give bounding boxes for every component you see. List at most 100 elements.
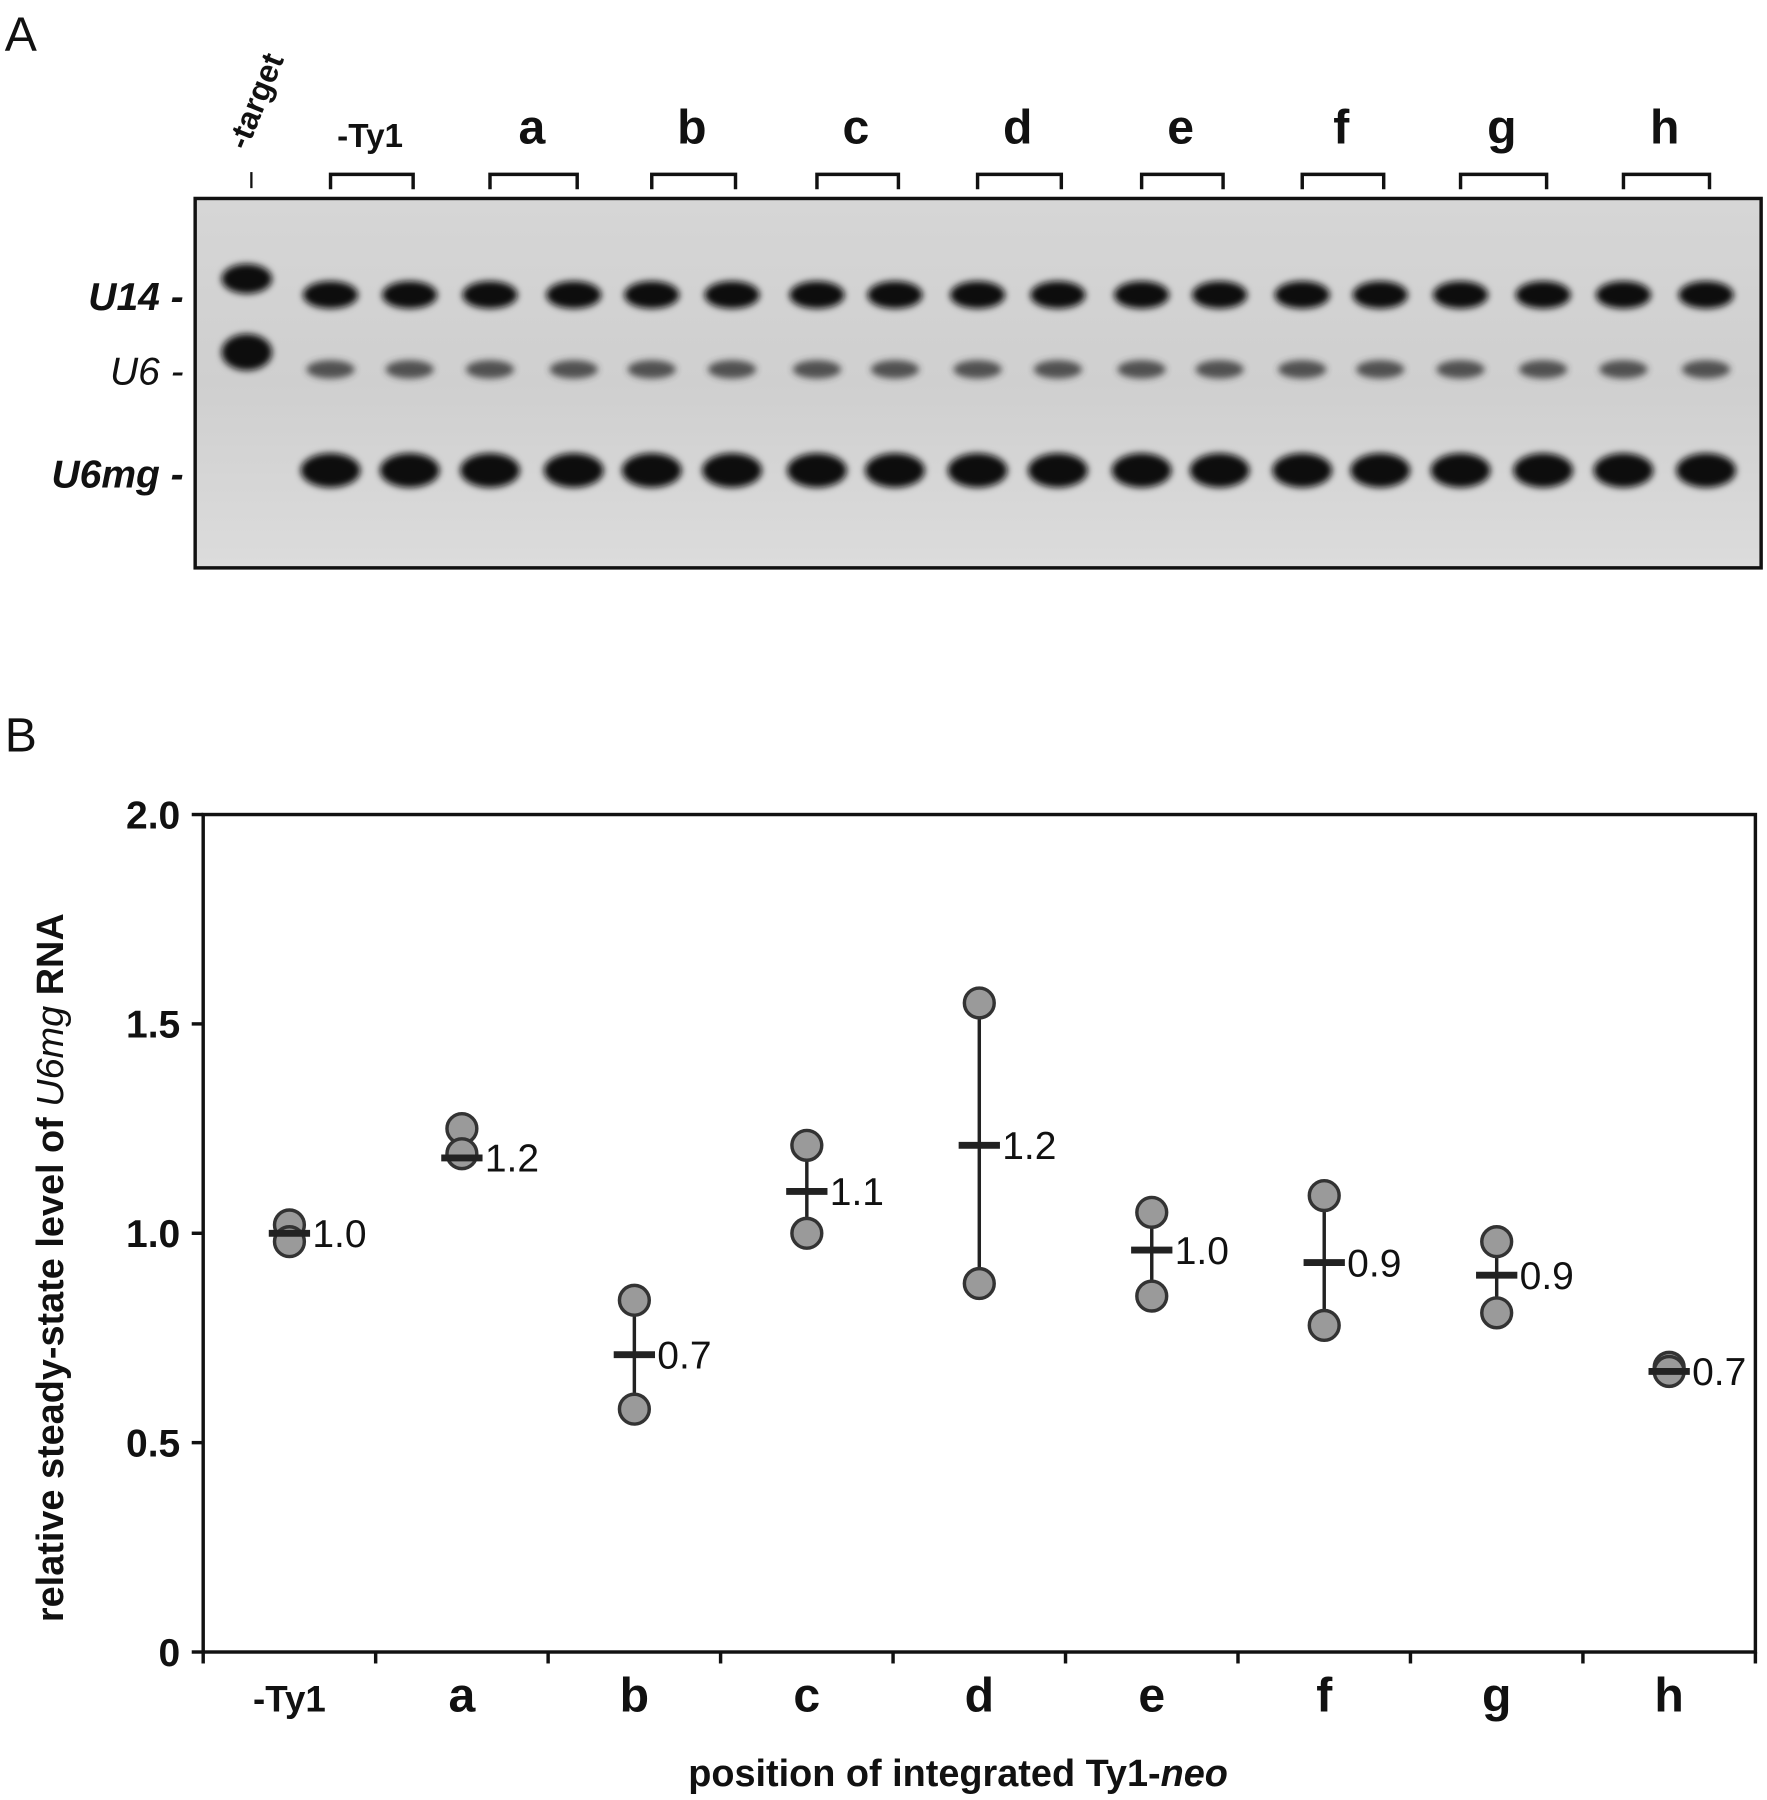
panel-label: B bbox=[5, 708, 37, 762]
band bbox=[1515, 281, 1571, 309]
replicate-point bbox=[1135, 1195, 1169, 1229]
lane-label: d bbox=[1003, 100, 1032, 154]
lane-bracket bbox=[1458, 172, 1549, 190]
y-axis-label: relative steady-state level of U6mg RNA bbox=[30, 913, 72, 1622]
lane-label: g bbox=[1487, 100, 1516, 154]
lane-bracket bbox=[815, 172, 901, 190]
band bbox=[385, 360, 434, 379]
x-tick-label: a bbox=[448, 1669, 476, 1723]
band bbox=[1278, 360, 1327, 379]
replicate-point bbox=[1480, 1225, 1514, 1259]
replicate-point bbox=[1307, 1178, 1341, 1213]
band bbox=[624, 281, 680, 309]
replicate-point bbox=[1480, 1296, 1514, 1330]
value-label: 1.2 bbox=[485, 1138, 539, 1181]
band-label: U6 - bbox=[110, 350, 184, 393]
band bbox=[1436, 360, 1485, 379]
band bbox=[1195, 360, 1244, 379]
panel-label: A bbox=[5, 7, 38, 61]
y-tick-label: 0 bbox=[159, 1632, 181, 1675]
value-label: 1.0 bbox=[1175, 1230, 1229, 1273]
replicate-point bbox=[445, 1137, 479, 1171]
x-tick-label: e bbox=[1138, 1669, 1165, 1723]
y-axis-label-part: relative steady-state level of bbox=[30, 1107, 72, 1622]
band bbox=[460, 453, 520, 488]
lane-label: b bbox=[677, 100, 706, 154]
lane-bracket bbox=[1139, 172, 1225, 190]
band bbox=[867, 281, 923, 309]
band bbox=[1676, 453, 1736, 488]
band bbox=[1513, 453, 1573, 488]
lane-label: a bbox=[518, 100, 546, 154]
lane-label: c bbox=[843, 100, 870, 154]
band bbox=[787, 453, 847, 488]
lane-bracket bbox=[975, 172, 1064, 190]
lane-bracket bbox=[1300, 172, 1386, 190]
value-label: 1.2 bbox=[1002, 1125, 1056, 1168]
band-label: U14 - bbox=[88, 276, 183, 319]
band bbox=[792, 360, 842, 379]
y-tick-label: 1.0 bbox=[126, 1213, 180, 1256]
band bbox=[543, 453, 604, 488]
band bbox=[306, 360, 355, 379]
band bbox=[621, 453, 682, 488]
y-tick-label: 0.5 bbox=[126, 1422, 180, 1465]
y-axis-label-part: U6mg bbox=[30, 1006, 72, 1107]
value-label: 0.7 bbox=[657, 1334, 711, 1377]
y-axis-label-part: RNA bbox=[30, 913, 72, 1006]
band bbox=[1593, 453, 1654, 488]
lane-label: h bbox=[1650, 100, 1679, 154]
band bbox=[1681, 360, 1731, 379]
lane-label: -Ty1 bbox=[337, 118, 403, 155]
replicate-point bbox=[790, 1216, 824, 1250]
replicate-point bbox=[1307, 1308, 1341, 1343]
band bbox=[1189, 453, 1250, 488]
lane-bracket bbox=[328, 172, 415, 190]
band bbox=[300, 453, 361, 488]
band bbox=[1030, 281, 1086, 309]
band bbox=[1033, 360, 1082, 379]
gel-bands bbox=[221, 263, 1736, 488]
replicate-point bbox=[962, 1266, 996, 1301]
band bbox=[1192, 281, 1248, 309]
band bbox=[947, 453, 1008, 488]
x-axis-label-part: position of integrated Ty1- bbox=[688, 1753, 1160, 1795]
y-tick-label: 1.5 bbox=[126, 1004, 180, 1047]
replicate-point bbox=[1135, 1279, 1169, 1313]
band bbox=[1356, 360, 1405, 379]
band bbox=[1114, 281, 1170, 309]
replicate-point bbox=[962, 986, 996, 1020]
band bbox=[1117, 360, 1166, 379]
value-label: 1.1 bbox=[830, 1171, 884, 1214]
band bbox=[1274, 281, 1330, 309]
x-axis-label: position of integrated Ty1-neo bbox=[688, 1753, 1228, 1795]
band bbox=[546, 281, 602, 309]
value-label: 0.7 bbox=[1692, 1351, 1746, 1394]
x-tick-label: d bbox=[965, 1669, 994, 1723]
band bbox=[221, 333, 273, 371]
x-tick-label: f bbox=[1316, 1669, 1333, 1723]
band bbox=[627, 360, 676, 379]
band bbox=[1352, 281, 1408, 309]
band bbox=[379, 453, 440, 488]
x-tick-label: c bbox=[793, 1669, 820, 1723]
band bbox=[1272, 453, 1333, 488]
band bbox=[1111, 453, 1172, 488]
band bbox=[1599, 360, 1648, 379]
band bbox=[1678, 281, 1734, 309]
band bbox=[221, 263, 273, 294]
y-tick-label: 2.0 bbox=[126, 794, 180, 837]
band-label: U6mg - bbox=[52, 454, 184, 497]
band bbox=[549, 360, 598, 379]
lane-label: f bbox=[1333, 100, 1350, 154]
band bbox=[1433, 281, 1489, 309]
band bbox=[1430, 453, 1491, 488]
x-tick-label: g bbox=[1482, 1669, 1511, 1723]
band bbox=[950, 281, 1006, 309]
x-tick-label: h bbox=[1654, 1669, 1683, 1723]
replicate-point bbox=[617, 1283, 651, 1317]
band bbox=[865, 453, 925, 488]
replicate-point bbox=[617, 1392, 651, 1426]
